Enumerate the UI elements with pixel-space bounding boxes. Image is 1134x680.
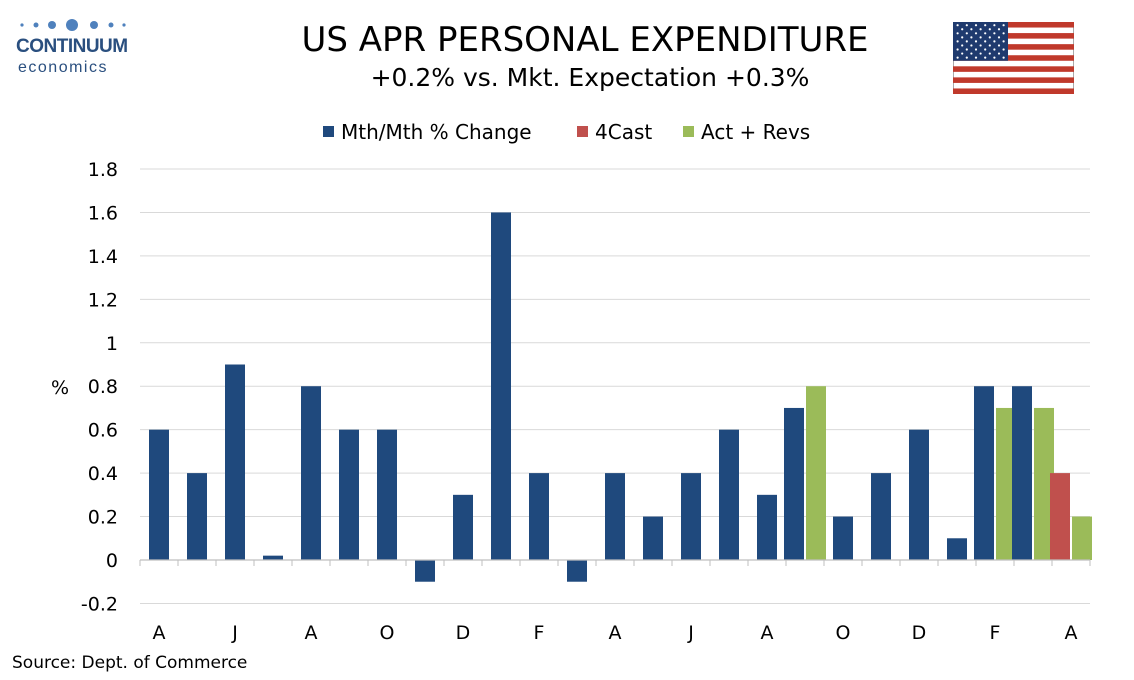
logo-name: CONTINUUM — [16, 36, 128, 57]
y-tick-label: 1.6 — [88, 202, 118, 224]
source-note: Source: Dept. of Commerce — [12, 653, 248, 673]
legend-label: Mth/Mth % Change — [341, 120, 532, 144]
x-tick-label: J — [687, 622, 694, 644]
bar-mth-change — [415, 560, 435, 582]
legend-swatch — [577, 126, 588, 137]
bar-mth-change — [529, 473, 549, 560]
chart-subtitle: +0.2% vs. Mkt. Expectation +0.3% — [370, 63, 810, 92]
x-tick-label: J — [231, 622, 238, 644]
y-tick-label: 1.2 — [88, 289, 118, 311]
y-tick-label: -0.2 — [81, 593, 118, 615]
continuum-economics-logo: CONTINUUM economics — [12, 14, 132, 76]
legend-label: Act + Revs — [701, 120, 810, 144]
y-axis-label: % — [51, 377, 69, 399]
y-tick-label: 1 — [106, 333, 118, 355]
bar-act-revs — [806, 386, 826, 560]
x-tick-label: O — [380, 622, 395, 644]
x-tick-label: D — [456, 622, 471, 644]
bar-mth-change — [491, 212, 511, 560]
bar-mth-change — [909, 429, 929, 560]
x-tick-label: F — [990, 622, 1001, 644]
y-tick-label: 0.8 — [88, 376, 118, 398]
bar-mth-change — [567, 560, 587, 582]
bar-mth-change — [871, 473, 891, 560]
y-tick-label: 0.6 — [88, 420, 118, 442]
y-tick-label: 0 — [106, 550, 118, 572]
x-tick-label: A — [761, 622, 774, 644]
bar-mth-change — [643, 516, 663, 560]
x-tick-label: A — [153, 622, 166, 644]
bar-act-revs — [996, 407, 1016, 560]
x-tick-label: F — [534, 622, 545, 644]
bar-mth-change — [301, 386, 321, 560]
bar-mth-change — [681, 473, 701, 560]
legend-swatch — [683, 126, 694, 137]
bar-mth-change — [974, 386, 994, 560]
x-tick-label: O — [836, 622, 851, 644]
legend-label: 4Cast — [595, 120, 652, 144]
legend: Mth/Mth % Change 4Cast Act + Revs — [323, 120, 810, 144]
y-tick-label: 0.4 — [88, 463, 118, 485]
bar-mth-change — [187, 473, 207, 560]
us-flag-icon — [953, 22, 1074, 94]
bar-mth-change — [757, 494, 777, 560]
bar-mth-change — [947, 538, 967, 560]
bar-mth-change — [784, 407, 804, 560]
bar-mth-change — [453, 494, 473, 560]
bar-mth-change — [605, 473, 625, 560]
legend-swatch — [323, 126, 334, 137]
bar-mth-change — [833, 516, 853, 560]
y-tick-label: 0.2 — [88, 507, 118, 529]
bar-mth-change — [719, 429, 739, 560]
bar-mth-change — [225, 364, 245, 560]
x-tick-label: A — [305, 622, 318, 644]
bar-mth-change — [339, 429, 359, 560]
x-tick-label: A — [609, 622, 622, 644]
bar-mth-change — [377, 429, 397, 560]
bar-mth-change — [263, 555, 283, 560]
axes: -0.2 0 0.2 0.4 0.6 0.8 1 1.2 1.4 1.6 1.8% A J A O D F A J A… — [51, 159, 1091, 644]
x-tick-label: A — [1065, 622, 1078, 644]
y-tick-label: 1.8 — [88, 159, 118, 181]
bar-act-revs — [1072, 516, 1092, 560]
logo-subtitle: economics — [18, 59, 108, 76]
bars — [149, 212, 1092, 582]
bar-4cast — [1050, 473, 1070, 560]
chart-title: US APR PERSONAL EXPENDITURE — [301, 20, 869, 60]
y-tick-label: 1.4 — [88, 246, 118, 268]
bar-mth-change — [1012, 386, 1032, 560]
x-tick-label: D — [912, 622, 927, 644]
bar-mth-change — [149, 429, 169, 560]
logo-dots-icon — [20, 19, 126, 31]
bar-act-revs — [1034, 407, 1054, 560]
